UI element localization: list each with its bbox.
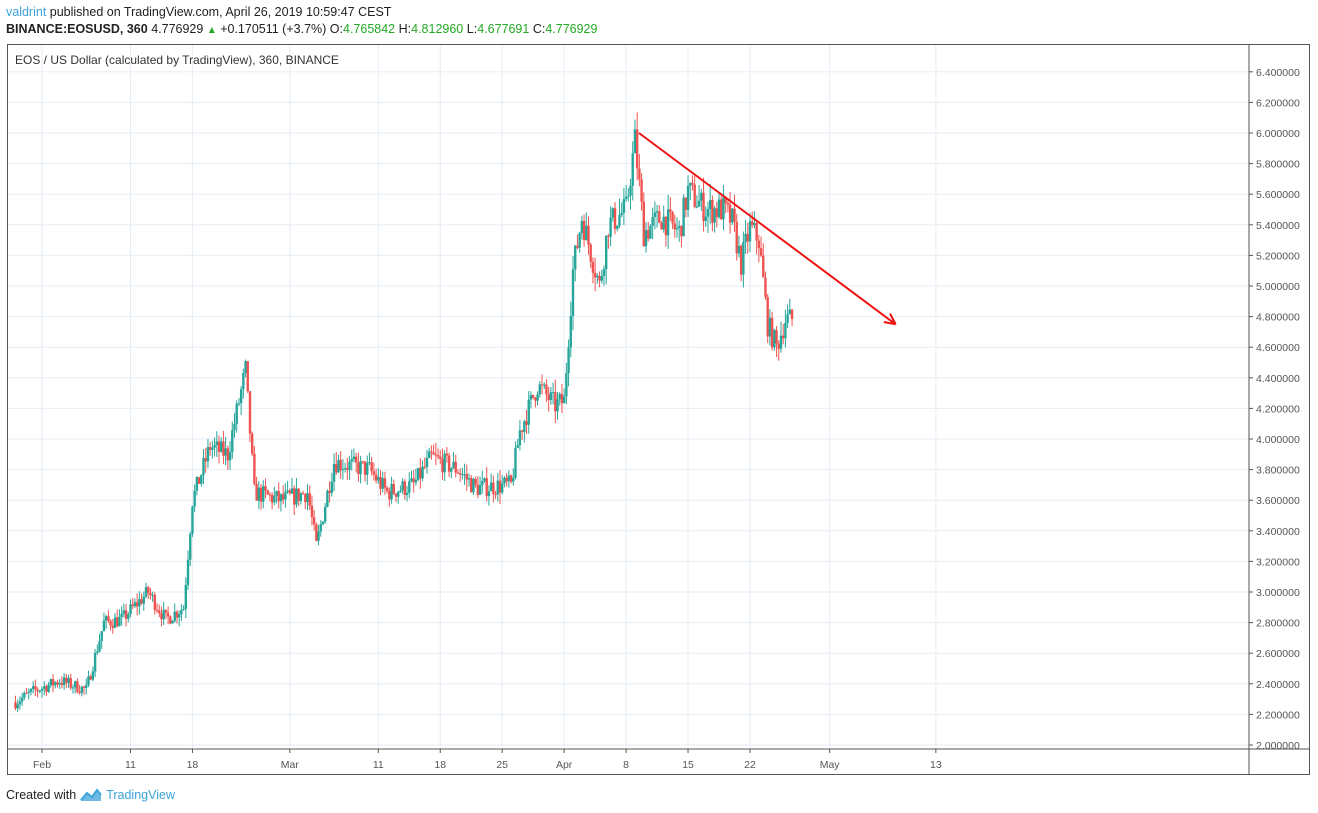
publish-info: valdrint published on TradingView.com, A… xyxy=(6,5,391,19)
tradingview-link[interactable]: TradingView xyxy=(106,788,175,802)
time-tick-label: 25 xyxy=(496,759,508,771)
high-label: H: xyxy=(398,22,412,36)
price-tick-label: 2.800000 xyxy=(1256,618,1300,630)
time-tick-label: May xyxy=(820,759,841,771)
price-tick-label: 4.800000 xyxy=(1256,312,1300,324)
time-tick-label: Feb xyxy=(33,759,51,771)
price-tick-label: 3.000000 xyxy=(1256,587,1300,599)
close-value: 4.776929 xyxy=(545,22,598,36)
time-tick-label: 8 xyxy=(623,759,629,771)
last-price: 4.776929 xyxy=(151,22,204,36)
price-tick-label: 3.800000 xyxy=(1256,465,1300,477)
candles xyxy=(14,112,794,712)
open-value: 4.765842 xyxy=(343,22,396,36)
price-tick-label: 4.400000 xyxy=(1256,373,1300,385)
symbol-info-bar: BINANCE:EOSUSD, 360 4.776929 ▲ +0.170511… xyxy=(6,22,597,36)
time-tick-label: 18 xyxy=(434,759,446,771)
grid xyxy=(8,45,1249,749)
time-tick-label: 11 xyxy=(373,759,384,771)
open-label: O: xyxy=(329,22,343,36)
footer: Created with TradingView xyxy=(6,788,175,802)
trendline-arrow[interactable] xyxy=(638,132,897,326)
price-tick-label: 6.400000 xyxy=(1256,67,1300,79)
tradingview-logo-icon xyxy=(80,788,102,801)
time-tick-label: 13 xyxy=(930,759,942,771)
price-tick-label: 3.200000 xyxy=(1256,556,1300,568)
chart-frame xyxy=(7,44,1310,775)
price-tick-label: 3.600000 xyxy=(1256,495,1300,507)
price-tick-label: 5.400000 xyxy=(1256,220,1300,232)
symbol-label: BINANCE:EOSUSD, 360 xyxy=(6,22,148,36)
price-tick-label: 2.600000 xyxy=(1256,648,1300,660)
high-value: 4.812960 xyxy=(411,22,464,36)
published-text: published on TradingView.com, April 26, … xyxy=(46,5,392,19)
author-link[interactable]: valdrint xyxy=(6,5,47,19)
low-label: L: xyxy=(466,22,478,36)
close-label: C: xyxy=(532,22,546,36)
time-tick-label: Apr xyxy=(556,759,573,771)
price-tick-label: 5.600000 xyxy=(1256,189,1300,201)
low-value: 4.677691 xyxy=(477,22,530,36)
price-tick-label: 2.200000 xyxy=(1256,709,1300,721)
time-axis[interactable]: Feb 11 18 Mar 11 18 25 Apr 8 15 22 May 13 xyxy=(8,748,1310,771)
price-tick-label: 6.200000 xyxy=(1256,97,1300,109)
price-tick-label: 2.400000 xyxy=(1256,679,1300,691)
time-tick-label: 11 xyxy=(125,759,136,771)
time-tick-label: Mar xyxy=(281,759,300,771)
chart-legend: EOS / US Dollar (calculated by TradingVi… xyxy=(15,53,339,67)
price-tick-label: 4.200000 xyxy=(1256,403,1300,415)
up-triangle-icon: ▲ xyxy=(206,25,217,36)
time-tick-label: 22 xyxy=(744,759,756,771)
price-tick-label: 5.200000 xyxy=(1256,250,1300,262)
created-with-text: Created with xyxy=(6,788,77,802)
price-tick-label: 6.000000 xyxy=(1256,128,1300,140)
price-tick-label: 4.600000 xyxy=(1256,342,1300,354)
price-axis[interactable]: 6.400000 6.200000 6.000000 5.800000 5.600000… xyxy=(1248,45,1300,775)
time-tick-label: 15 xyxy=(682,759,694,771)
price-tick-label: 3.400000 xyxy=(1256,526,1300,538)
price-change: +0.170511 (+3.7%) xyxy=(220,22,327,36)
price-tick-label: 5.800000 xyxy=(1256,159,1300,171)
price-tick-label: 4.000000 xyxy=(1256,434,1300,446)
price-tick-label: 5.000000 xyxy=(1256,281,1300,293)
time-tick-label: 18 xyxy=(187,759,199,771)
